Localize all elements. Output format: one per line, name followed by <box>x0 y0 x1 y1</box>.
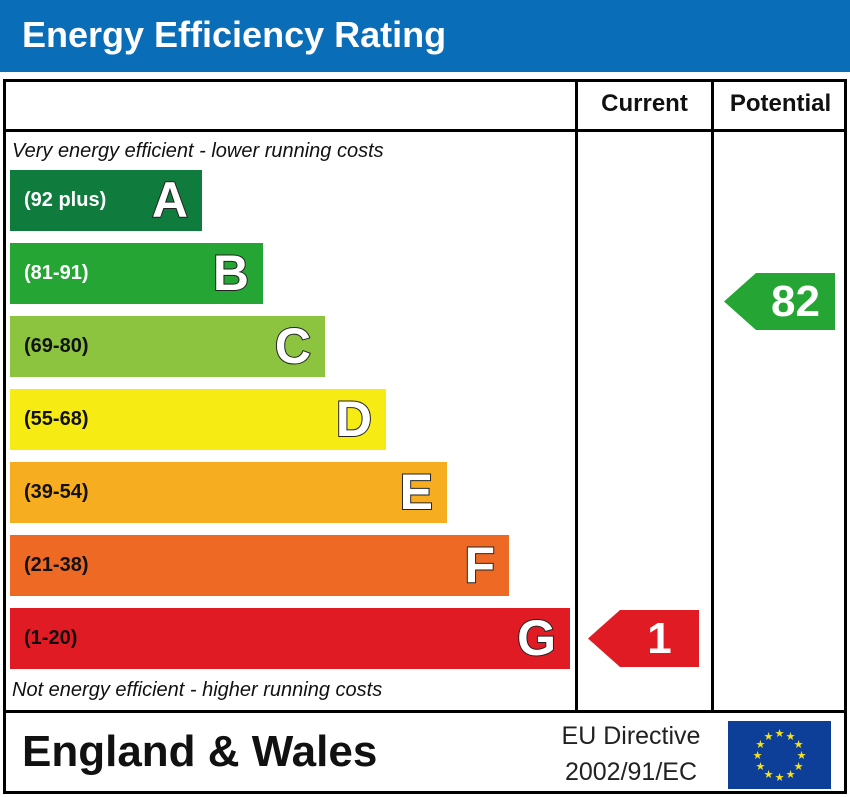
flag-star-icon: ★ <box>794 738 804 751</box>
band-range-label: (69-80) <box>24 335 89 357</box>
flag-star-icon: ★ <box>797 749 807 762</box>
band-range-label: (92 plus) <box>24 189 107 211</box>
flag-star-icon: ★ <box>755 738 765 751</box>
eu-flag-icon: ★ ★ ★ ★ ★ ★ ★ ★ ★ ★ ★ ★ <box>728 721 831 789</box>
bottom-note: Not energy efficient - higher running co… <box>12 679 383 701</box>
rating-panel <box>3 79 847 794</box>
band-range-label: (81-91) <box>24 262 89 284</box>
band-b: (81-91) B <box>10 243 263 304</box>
band-letter: E <box>399 463 434 521</box>
flag-star-icon: ★ <box>786 730 796 743</box>
potential-rating-arrow: 82 <box>724 273 835 330</box>
band-g: (1-20) G <box>10 608 570 669</box>
directive-line-1: EU Directive <box>561 722 701 750</box>
band-letter: G <box>516 609 557 667</box>
potential-column-divider <box>711 79 714 712</box>
band-letter: C <box>274 317 312 375</box>
top-note: Very energy efficient - lower running co… <box>12 140 384 162</box>
current-rating-value: 1 <box>647 614 672 663</box>
potential-arrow-shape <box>724 273 835 330</box>
band-d: (55-68) D <box>10 389 386 450</box>
potential-rating-value: 82 <box>771 277 820 326</box>
band-e: (39-54) E <box>10 462 447 523</box>
band-letter: D <box>335 390 373 448</box>
flag-star-icon: ★ <box>786 768 796 781</box>
current-column-divider <box>575 79 578 712</box>
band-range-label: (21-38) <box>24 554 89 576</box>
band-range-label: (1-20) <box>24 627 78 649</box>
flag-star-icon: ★ <box>764 730 774 743</box>
band-range-label: (39-54) <box>24 481 89 503</box>
band-letter: F <box>463 536 496 594</box>
current-column-header: Current <box>601 90 688 117</box>
band-a: (92 plus) A <box>10 170 202 231</box>
flag-star-icon: ★ <box>753 749 763 762</box>
flag-star-icon: ★ <box>775 771 785 784</box>
footer-region: England & Wales <box>22 727 378 776</box>
flag-star-icon: ★ <box>764 768 774 781</box>
flag-star-icon: ★ <box>775 727 785 740</box>
band-letter: A <box>151 171 189 229</box>
band-f: (21-38) F <box>10 535 509 596</box>
potential-column-header: Potential <box>729 90 832 117</box>
header-divider <box>3 129 847 132</box>
band-c: (69-80) C <box>10 316 325 377</box>
current-rating-arrow: 1 <box>588 610 699 667</box>
flag-star-icon: ★ <box>755 760 765 773</box>
band-range-label: (55-68) <box>24 408 89 430</box>
chart-title: Energy Efficiency Rating <box>22 14 447 55</box>
header-bar: Energy Efficiency Rating <box>0 0 850 72</box>
flag-star-icon: ★ <box>794 760 804 773</box>
footer-divider <box>3 710 847 713</box>
band-letter: B <box>212 244 250 302</box>
current-arrow-shape <box>588 610 699 667</box>
directive-line-2: 2002/91/EC <box>564 758 698 786</box>
